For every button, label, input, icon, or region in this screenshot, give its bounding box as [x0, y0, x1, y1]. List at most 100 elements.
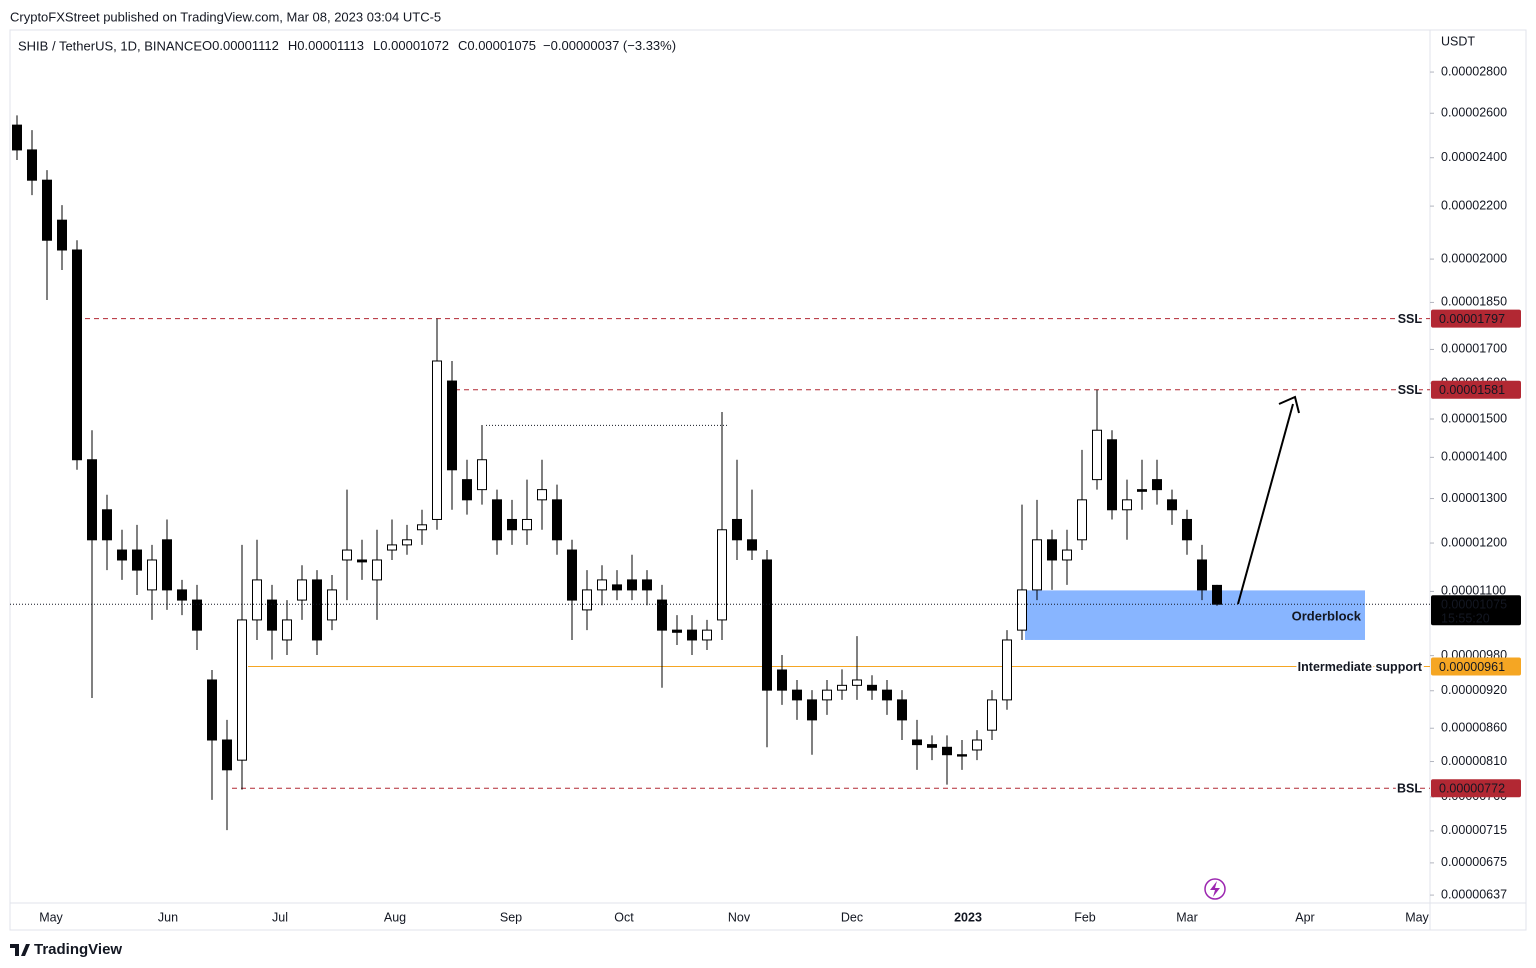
- x-tick-label: Feb: [1074, 910, 1096, 924]
- ohlc-key: H: [288, 38, 297, 53]
- level-label: BSL: [1397, 782, 1422, 796]
- x-tick-label: Sep: [500, 910, 522, 924]
- y-tick-label: 0.00001200: [1441, 535, 1507, 549]
- y-tick-label: 0.00002600: [1441, 106, 1507, 120]
- event-icon[interactable]: [1204, 878, 1226, 900]
- candle-body: [1062, 549, 1072, 561]
- candle-body: [912, 739, 922, 746]
- candle-body: [102, 509, 112, 541]
- candle-body: [942, 746, 952, 756]
- candle-body: [687, 629, 697, 641]
- y-tick-label: 0.00000715: [1441, 823, 1507, 837]
- ohlc-value: 0.00001112: [212, 38, 279, 53]
- candle-body: [927, 744, 937, 748]
- brand: TradingView: [34, 941, 122, 958]
- candle-body: [702, 629, 712, 641]
- candle-body: [282, 619, 292, 641]
- candle-body: [897, 699, 907, 721]
- candle-body: [732, 518, 742, 541]
- candle-body: [492, 499, 502, 541]
- candle-body: [792, 689, 802, 701]
- x-tick-label: 2023: [954, 910, 982, 924]
- countdown: 15:55:20: [1441, 611, 1490, 625]
- candle-body: [312, 579, 322, 641]
- y-tick-label: 0.00002200: [1441, 198, 1507, 212]
- ohlc-value: 0.00001113: [297, 38, 364, 53]
- candle-body: [582, 589, 592, 611]
- x-tick-label: May: [39, 910, 63, 924]
- candle-body: [27, 149, 37, 181]
- candle-body: [747, 539, 757, 551]
- level-label: SSL: [1398, 312, 1423, 326]
- candle-body: [222, 739, 232, 771]
- level-label: Intermediate support: [1298, 660, 1423, 674]
- y-tick-label: 0.00001400: [1441, 450, 1507, 464]
- candle-body: [372, 559, 382, 581]
- y-tick-label: 0.00000810: [1441, 754, 1507, 768]
- candle-body: [12, 124, 22, 151]
- y-tick-label: 0.00001100: [1441, 584, 1506, 598]
- candle-body: [717, 529, 727, 621]
- y-tick-label: 0.00000637: [1441, 887, 1507, 901]
- candle-body: [777, 669, 787, 691]
- y-tick-label: 0.00002000: [1441, 251, 1507, 265]
- level-price: 0.00000772: [1439, 782, 1505, 796]
- level-price: 0.00001581: [1439, 383, 1505, 397]
- candle-body: [762, 559, 772, 691]
- level-price: 0.00001797: [1439, 312, 1505, 326]
- level-price-box: [1431, 380, 1521, 399]
- ohlc-value: 0.00001072: [380, 38, 449, 53]
- candle-body: [1182, 518, 1192, 541]
- projection-arrow: [1237, 403, 1294, 605]
- arrow-head: [1278, 395, 1300, 414]
- candle-body: [807, 699, 817, 721]
- lightning: [1210, 881, 1220, 897]
- candle-body: [1197, 559, 1207, 591]
- symbol: SHIB / TetherUS, 1D, BINANCE: [18, 38, 202, 53]
- candle-body: [417, 524, 427, 531]
- candle-body: [1017, 589, 1027, 631]
- ohlc-legend: O0.00001112 H0.00001113 L0.00001072 C0.0000…: [202, 38, 676, 53]
- candle-body: [477, 459, 487, 491]
- change: −0.00000037 (−3.33%): [543, 38, 676, 53]
- ohlc-key: L: [373, 38, 380, 53]
- candle-body: [207, 679, 217, 741]
- y-tick-label: 0.00002400: [1441, 150, 1507, 164]
- candle-body: [1032, 539, 1042, 591]
- candle-body: [987, 699, 997, 731]
- candle-body: [132, 549, 142, 571]
- candle-body: [252, 579, 262, 621]
- ohlc-key: O: [202, 38, 212, 53]
- candle-body: [552, 499, 562, 541]
- candle-body: [327, 589, 337, 621]
- level-label: SSL: [1398, 383, 1423, 397]
- candle-body: [72, 249, 82, 461]
- candle-body: [537, 489, 547, 501]
- y-tick-label: 0.00001850: [1441, 295, 1507, 309]
- candle-body: [387, 544, 397, 551]
- candle-body: [522, 518, 532, 531]
- candle-body: [972, 739, 982, 751]
- ohlc-key: C: [458, 38, 467, 53]
- candle-body: [852, 679, 862, 686]
- candle-body: [432, 360, 442, 520]
- x-tick-label: Mar: [1176, 910, 1198, 924]
- ohlc-text: O0.00001112 H0.00001113 L0.00001072 C0.0000…: [202, 38, 676, 53]
- candle-body: [1092, 429, 1102, 481]
- x-tick-label: Jun: [158, 910, 178, 924]
- candle-body: [1137, 489, 1147, 492]
- candle-body: [882, 689, 892, 701]
- candle-body: [627, 579, 637, 591]
- x-tick-label: Apr: [1295, 910, 1314, 924]
- candle-body: [1077, 499, 1087, 541]
- level-price: 0.00000961: [1439, 660, 1505, 674]
- orderblock: [1025, 590, 1365, 640]
- candle-body: [957, 754, 967, 757]
- orderblock-label: Orderblock: [1292, 609, 1362, 624]
- candle-body: [642, 579, 652, 591]
- candle-body: [822, 689, 832, 701]
- candle-body: [267, 599, 277, 631]
- candle-body: [147, 559, 157, 591]
- candle-body: [447, 380, 457, 471]
